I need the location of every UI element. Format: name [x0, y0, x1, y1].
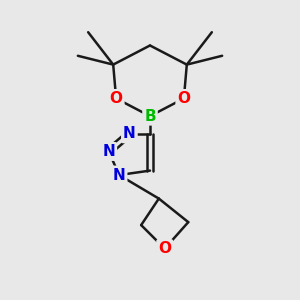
Text: B: B: [144, 109, 156, 124]
Text: N: N: [113, 167, 125, 182]
Text: O: O: [177, 91, 190, 106]
Text: O: O: [158, 241, 171, 256]
Text: O: O: [110, 91, 123, 106]
Text: N: N: [102, 144, 115, 159]
Text: N: N: [123, 126, 136, 141]
